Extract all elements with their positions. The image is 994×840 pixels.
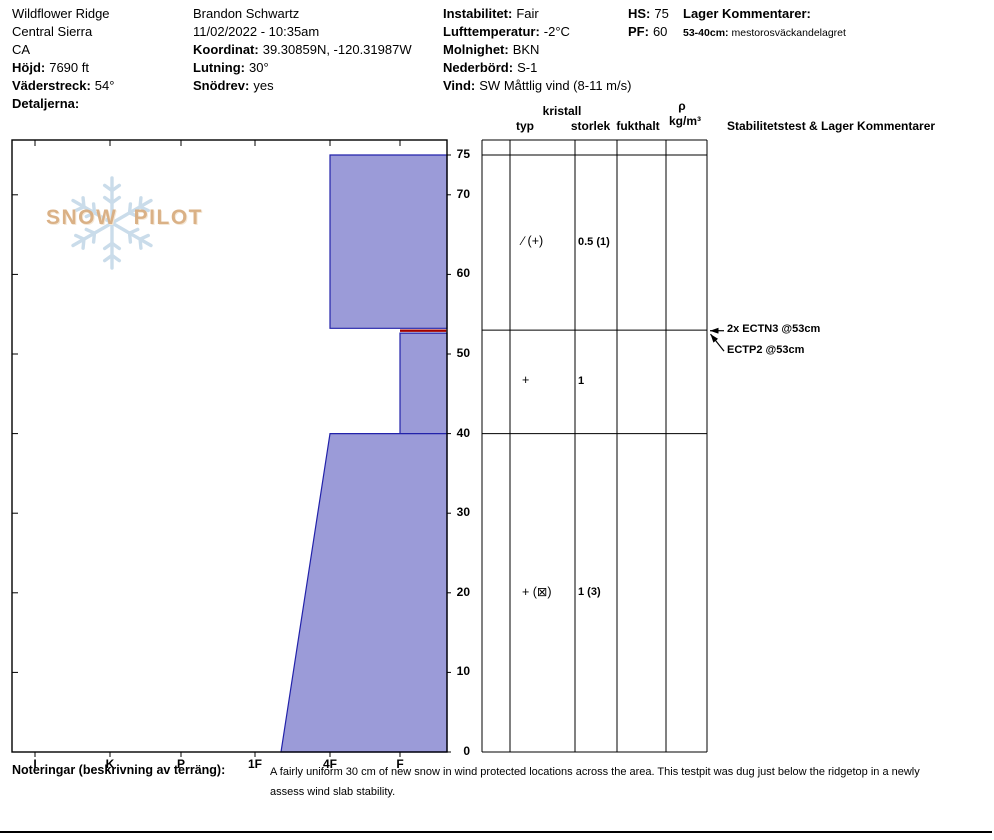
grain-type-cell: + — [522, 372, 530, 387]
field-value: S-1 — [517, 60, 538, 75]
column-header-storlek: storlek — [570, 119, 611, 133]
header-field-slope-angle: Lutning: 30° — [193, 59, 412, 77]
field-value: 7690 ft — [49, 60, 89, 75]
header-field-precip: Nederbörd: S-1 — [443, 59, 631, 77]
header-field-wind: Vind: SW Måttlig vind (8-11 m/s) — [443, 77, 631, 95]
field-value: CA — [12, 42, 31, 57]
field-value: 60 — [652, 24, 668, 39]
header-column-totals: HS: 75 PF: 60 — [628, 5, 669, 41]
field-value: Fair — [516, 6, 539, 21]
field-label: Lufttemperatur: — [443, 24, 540, 39]
field-label: Lutning: — [193, 60, 245, 75]
field-label: Höjd: — [12, 60, 46, 75]
header-field-pf: PF: 60 — [628, 23, 669, 41]
layer-comment-entry: 53-40cm: mestorosväckandelagret — [683, 26, 846, 40]
field-value: Central Sierra — [12, 24, 93, 39]
header-field-stability: Instabilitet: Fair — [443, 5, 631, 23]
field-label: Vind: — [443, 78, 476, 93]
column-header-stability-tests: Stabilitetstest & Lager Kommentarer — [727, 119, 936, 133]
test-arrow — [710, 333, 725, 352]
hardness-axis-label: 1F — [247, 757, 262, 771]
field-label: Instabilitet: — [443, 6, 513, 21]
field-value: BKN — [512, 42, 540, 57]
header-field-wind-drift: Snödrev: yes — [193, 77, 412, 95]
header-field-aspect: Väderstreck: 54° — [12, 77, 114, 95]
grain-type-cell: + (⊠) — [522, 584, 552, 599]
field-value: Brandon Schwartz — [193, 6, 300, 21]
header-field-observer: Brandon Schwartz — [193, 5, 412, 23]
header-field-sky: Molnighet: BKN — [443, 41, 631, 59]
header-field-details: Detaljerna: — [12, 95, 114, 113]
snowpilot-logo-text: SNOW PILOT — [46, 206, 203, 229]
header-field-elevation: Höjd: 7690 ft — [12, 59, 114, 77]
field-label: Koordinat: — [193, 42, 259, 57]
field-label: Väderstreck: — [12, 78, 91, 93]
depth-axis-label: 0 — [463, 744, 470, 758]
header-field-air-temp: Lufttemperatur: -2°C — [443, 23, 631, 41]
depth-axis-label: 70 — [456, 186, 470, 201]
depth-axis-label: 10 — [456, 664, 470, 679]
layer-comment-range: 53-40cm: — [683, 27, 729, 39]
header-column-observer: Brandon Schwartz 11/02/2022 - 10:35am Ko… — [193, 5, 412, 95]
notes-text-line1: A fairly uniform 30 cm of new snow in wi… — [270, 766, 920, 778]
header-column-layer-comments: Lager Kommentarer: 53-40cm: mestorosväcka… — [683, 5, 846, 40]
depth-axis-label: 60 — [456, 266, 470, 281]
header-column-location: Wildflower Ridge Central Sierra CA Höjd:… — [12, 5, 114, 113]
field-label: Molnighet: — [443, 42, 509, 57]
header-field-hs: HS: 75 — [628, 5, 669, 23]
field-value: -2°C — [543, 24, 570, 39]
field-value: 75 — [654, 6, 669, 21]
stability-test-label: 2x ECTN3 @53cm — [727, 323, 821, 336]
column-header-kristall: kristall — [542, 104, 582, 118]
hardness-axis-label: P — [176, 757, 185, 771]
grain-size-cell: 1 (3) — [578, 585, 601, 598]
field-value: 11/02/2022 - 10:35am — [193, 24, 320, 39]
grain-size-cell: 1 — [578, 374, 585, 387]
header-field-datetime: 11/02/2022 - 10:35am — [193, 23, 412, 41]
notes-label: Noteringar (beskrivning av terräng): — [12, 763, 226, 777]
hardness-axis-label: I — [33, 757, 37, 771]
field-label: HS: — [628, 6, 651, 21]
header-field-range: Central Sierra — [12, 23, 114, 41]
grain-type-cell: ∕ (+) — [522, 233, 544, 248]
field-label: Detaljerna: — [12, 96, 80, 111]
column-header-fukthalt: fukthalt — [616, 119, 660, 133]
field-value: 30° — [248, 60, 269, 75]
field-value: 54° — [94, 78, 115, 93]
hardness-axis-label: F — [396, 757, 404, 771]
snow-layer — [399, 332, 448, 435]
hardness-axis-label: 4F — [322, 757, 337, 771]
header-field-state: CA — [12, 41, 114, 59]
page-bottom-rule — [0, 831, 992, 833]
stability-test-label: ECTP2 @53cm — [727, 344, 805, 357]
field-value: yes — [253, 78, 274, 93]
layer-comments-title: Lager Kommentarer: — [683, 5, 846, 23]
field-label: PF: — [628, 24, 649, 39]
grain-size-cell: 0.5 (1) — [578, 235, 610, 248]
header-column-conditions: Instabilitet: Fair Lufttemperatur: -2°C Mo… — [443, 5, 631, 95]
depth-axis-label: 20 — [456, 584, 470, 599]
field-label: Nederbörd: — [443, 60, 514, 75]
notes-text-line2: assess wind slab stability. — [270, 786, 396, 798]
depth-axis-label: 30 — [456, 505, 470, 520]
column-header-density-unit: kg/m³ — [668, 114, 701, 128]
column-header-density-symbol: ρ — [678, 99, 686, 113]
hardness-axis-label: K — [105, 757, 115, 771]
layer-comment-text: mestorosväckandelagret — [731, 27, 846, 39]
depth-axis-label: 50 — [456, 346, 470, 360]
header-field-coordinates: Koordinat: 39.30859N, -120.31987W — [193, 41, 412, 59]
snow-layer — [329, 154, 448, 329]
depth-axis-label: 75 — [456, 147, 470, 161]
field-value: Wildflower Ridge — [12, 6, 110, 21]
field-label: Lager Kommentarer: — [683, 6, 811, 21]
column-header-typ: typ — [516, 119, 534, 133]
field-label: Snödrev: — [193, 78, 250, 93]
snowflake-icon — [71, 176, 153, 270]
depth-axis-label: 40 — [456, 425, 470, 440]
field-value: SW Måttlig vind (8-11 m/s) — [479, 78, 632, 93]
header-field-site: Wildflower Ridge — [12, 5, 114, 23]
field-value: 39.30859N, -120.31987W — [262, 42, 412, 57]
snow-layer — [280, 433, 448, 753]
